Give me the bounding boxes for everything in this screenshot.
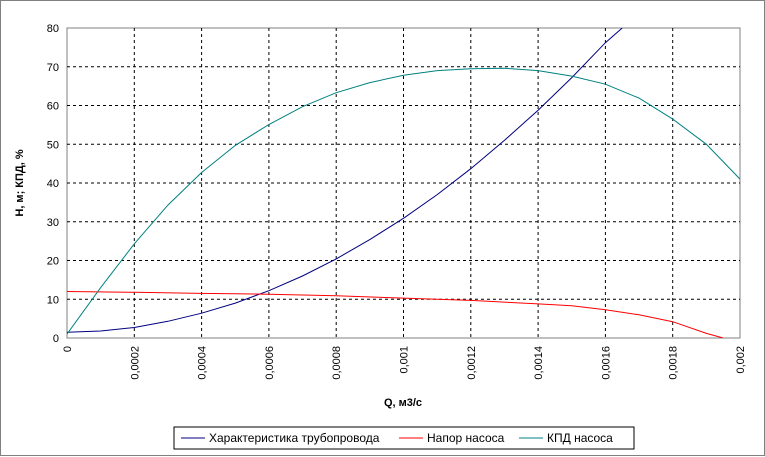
x-tick-label: 0,0012	[466, 346, 478, 380]
x-tick-label: 0,002	[735, 346, 747, 374]
x-tick-label: 0,0018	[668, 346, 680, 380]
y-tick-label: 60	[47, 101, 59, 113]
x-axis-label: Q, м3/с	[384, 397, 422, 409]
x-tick-label: 0,0016	[600, 346, 612, 380]
y-tick-label: 30	[47, 217, 59, 229]
series-line-2	[67, 291, 724, 338]
x-tick-label: 0,0014	[533, 346, 545, 380]
legend-label: КПД насоса	[547, 431, 613, 445]
series-line-3	[67, 67, 740, 335]
legend: Характеристика трубопровода Напор насоса К…	[173, 426, 635, 450]
x-tick-label: 0,0006	[264, 346, 276, 380]
y-axis-label: Н, м; КПД, %	[14, 149, 26, 216]
y-tick-label: 70	[47, 62, 59, 74]
y-tick-labels: 0 10 20 30 40 50 60 70 80	[47, 23, 59, 345]
y-tick-label: 20	[47, 256, 59, 268]
x-tick-label: 0,0004	[197, 346, 209, 380]
x-tick-label: 0,0008	[331, 346, 343, 380]
series-line-1	[67, 28, 623, 333]
x-tick-labels: 0 0,0002 0,0004 0,0006 0,0008 0,001 0,0012 0,00…	[62, 346, 747, 380]
legend-items: Характеристика трубопровода Напор насоса К…	[181, 431, 613, 445]
x-tick-label: 0,001	[399, 346, 411, 374]
x-tick-label: 0	[62, 346, 74, 352]
legend-label: Напор насоса	[427, 431, 505, 445]
y-tick-label: 0	[53, 333, 59, 345]
gridlines	[67, 28, 740, 338]
x-tick-label: 0,0002	[129, 346, 141, 380]
y-tick-label: 80	[47, 23, 59, 35]
y-tick-label: 50	[47, 139, 59, 151]
legend-label: Характеристика трубопровода	[209, 431, 380, 445]
series-lines	[67, 28, 740, 338]
y-tick-label: 40	[47, 178, 59, 190]
y-tick-label: 10	[47, 294, 59, 306]
